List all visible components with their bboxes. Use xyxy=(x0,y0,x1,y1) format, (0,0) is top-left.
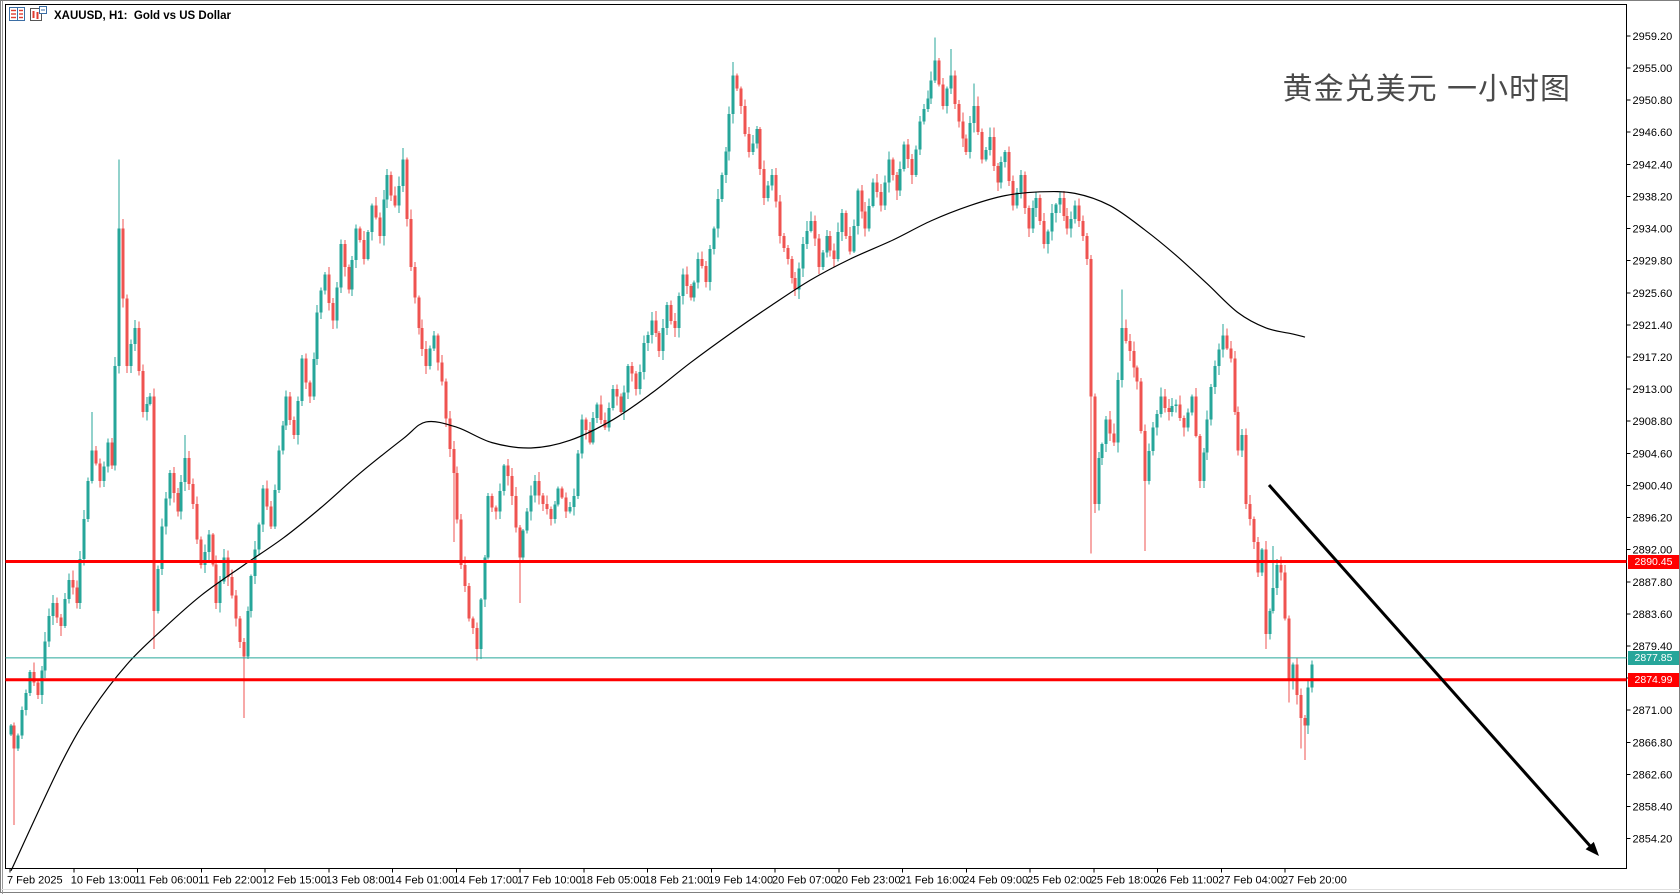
y-tick-label: 2913.00 xyxy=(1633,384,1673,396)
y-tick-label: 2925.60 xyxy=(1633,288,1673,300)
y-tick-label: 2955.00 xyxy=(1633,63,1673,75)
x-tick-label: 14 Feb 17:00 xyxy=(453,875,518,887)
y-tick-label: 2900.40 xyxy=(1633,480,1673,492)
chart-title: XAUUSD, H1: Gold vs US Dollar xyxy=(54,10,232,22)
x-tick-label: 26 Feb 11:00 xyxy=(1155,875,1219,887)
price-line-label-support: 2874.99 xyxy=(1628,672,1679,687)
annotation-title: 黄金兑美元 一小时图 xyxy=(1282,73,1571,106)
price-line-label-resistance: 2890.45 xyxy=(1628,554,1679,569)
y-tick-label: 2892.00 xyxy=(1633,545,1673,557)
trend-arrow[interactable] xyxy=(1267,484,1599,856)
x-tick-label: 21 Feb 16:00 xyxy=(900,875,965,887)
x-tick-label: 14 Feb 01:00 xyxy=(390,875,455,887)
y-tick-label: 2896.20 xyxy=(1633,513,1673,525)
x-tick-label: 25 Feb 02:00 xyxy=(1027,875,1092,887)
x-tick-label: 20 Feb 07:00 xyxy=(772,875,837,887)
y-tick-label: 2858.40 xyxy=(1633,802,1673,814)
current-price-label: 2877.85 xyxy=(1628,650,1679,665)
y-tick-label: 2942.40 xyxy=(1633,159,1673,171)
y-tick-label: 2879.40 xyxy=(1633,641,1673,653)
y-tick-label: 2883.60 xyxy=(1633,609,1673,621)
x-tick-label: 11 Feb 22:00 xyxy=(198,875,262,887)
x-tick-label: 18 Feb 05:00 xyxy=(581,875,646,887)
x-tick-label: 12 Feb 15:00 xyxy=(262,875,327,887)
x-tick-label: 24 Feb 09:00 xyxy=(963,875,1028,887)
y-tick-label: 2854.20 xyxy=(1633,834,1673,846)
y-tick-label: 2946.60 xyxy=(1633,127,1673,139)
chart-template-icon[interactable] xyxy=(30,6,47,26)
x-tick-label: 7 Feb 2025 xyxy=(7,875,63,887)
y-axis: 2959.20 2955.00 2950.80 2946.60 2942.40 2938.… xyxy=(1626,31,1673,846)
y-tick-label: 2862.60 xyxy=(1633,769,1673,781)
y-tick-label: 2938.20 xyxy=(1633,191,1673,203)
y-tick-label: 2887.80 xyxy=(1633,577,1673,589)
y-tick-label: 2929.80 xyxy=(1633,256,1673,268)
x-tick-label: 13 Feb 08:00 xyxy=(326,875,391,887)
x-tick-label: 27 Feb 20:00 xyxy=(1282,875,1347,887)
x-tick-label: 19 Feb 14:00 xyxy=(708,875,773,887)
x-tick-label: 20 Feb 23:00 xyxy=(836,875,901,887)
y-tick-label: 2934.00 xyxy=(1633,224,1673,236)
x-tick-label: 17 Feb 10:00 xyxy=(517,875,582,887)
x-tick-label: 18 Feb 21:00 xyxy=(645,875,710,887)
plot-frame xyxy=(5,4,1627,869)
x-tick-label: 11 Feb 06:00 xyxy=(135,875,199,887)
y-tick-label: 2950.80 xyxy=(1633,95,1673,107)
x-tick-label: 10 Feb 13:00 xyxy=(71,875,136,887)
chart-titlebar: XAUUSD, H1: Gold vs US Dollar xyxy=(9,6,232,26)
moving-average-line xyxy=(10,190,1306,872)
x-tick-label: 27 Feb 04:00 xyxy=(1218,875,1283,887)
y-tick-label: 2917.20 xyxy=(1633,352,1673,364)
candles-series xyxy=(9,37,1314,825)
y-tick-label: 2866.80 xyxy=(1633,737,1673,749)
chart-list-icon[interactable] xyxy=(9,6,25,26)
x-tick-label: 25 Feb 18:00 xyxy=(1091,875,1156,887)
y-tick-label: 2959.20 xyxy=(1633,31,1673,43)
y-tick-label: 2871.00 xyxy=(1633,705,1673,717)
y-tick-label: 2904.60 xyxy=(1633,448,1673,460)
y-tick-label: 2908.80 xyxy=(1633,416,1673,428)
y-tick-label: 2921.40 xyxy=(1633,320,1673,332)
